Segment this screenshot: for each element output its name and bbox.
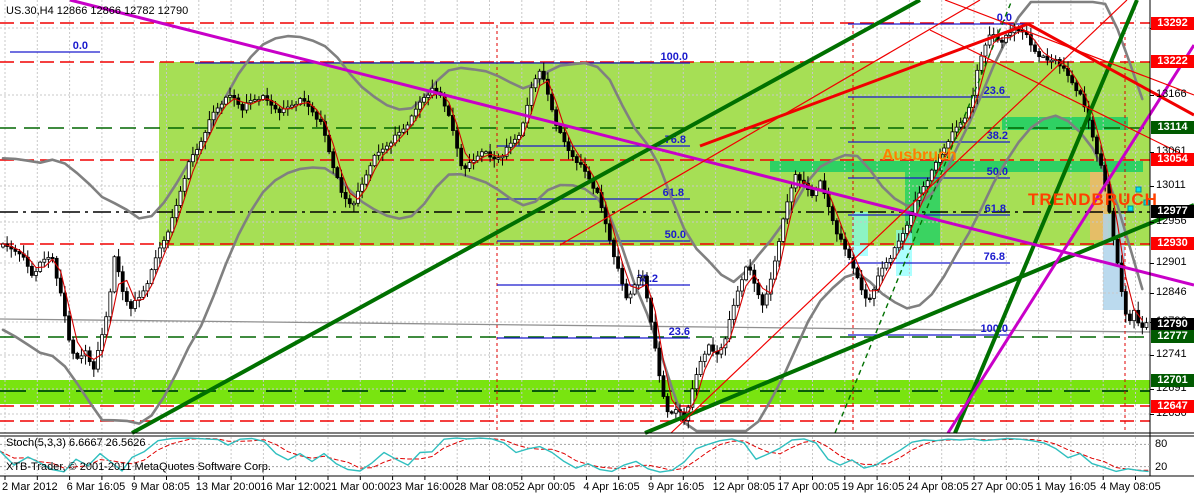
price-tick-label: 12901 <box>1156 256 1187 268</box>
candles-layer <box>1 23 1149 429</box>
time-label: 12 Apr 08:05 <box>713 481 775 493</box>
selection-handle[interactable] <box>1143 199 1150 206</box>
time-label: 19 Apr 16:05 <box>842 481 904 493</box>
time-label: 6 Mar 16:05 <box>67 481 126 493</box>
trendline-red-peak-right <box>1027 22 1194 117</box>
time-label: 28 Mar 08:05 <box>454 481 519 493</box>
time-label: 27 Apr 00:05 <box>971 481 1033 493</box>
time-label: 9 Apr 16:05 <box>648 481 704 493</box>
annotation-ausbruch: Ausbruch <box>882 147 957 164</box>
stoch-level-label: 80 <box>1155 438 1168 451</box>
time-label: 2 Apr 00:05 <box>519 481 575 493</box>
trendline-red-peak-left <box>699 22 1029 148</box>
price-tick-mark <box>1150 355 1154 356</box>
price-tick-label: 12741 <box>1156 348 1187 360</box>
fib-label-fib-left: 0.0 <box>73 40 88 52</box>
price-tick-label: 13166 <box>1156 88 1187 100</box>
price-tick-label: 12846 <box>1156 286 1187 298</box>
stoch-level-label: 20 <box>1155 460 1168 473</box>
fib-label-fib-right: 100.0 <box>980 323 1008 335</box>
time-label: 21 Mar 00:00 <box>325 481 390 493</box>
time-label: 2 Mar 2012 <box>2 481 58 493</box>
fib-label-fib-left: 50.0 <box>665 229 686 241</box>
fib-label-fib-left: 23.6 <box>669 326 690 338</box>
selection-handle[interactable] <box>1135 186 1142 193</box>
time-label: 13 Mar 20:00 <box>196 481 261 493</box>
price-tick-mark <box>1150 293 1154 294</box>
price-badge-13292: 13292 <box>1151 17 1194 30</box>
price-badge-12977: 12977 <box>1151 205 1194 218</box>
price-badge-13114: 13114 <box>1151 121 1194 134</box>
trendline-green-uptrend-main <box>131 0 921 435</box>
trendline-red-thin-descending-2 <box>944 0 1194 96</box>
time-label: 9 Mar 08:05 <box>131 481 190 493</box>
time-label: 1 May 16:05 <box>1036 481 1097 493</box>
stoch-main-line <box>0 437 1149 473</box>
time-label: 4 May 08:05 <box>1100 481 1161 493</box>
zone-cyan-box-1 <box>852 212 868 256</box>
fib-label-fib-right: 76.8 <box>984 251 1005 263</box>
symbol-title: US.30,H4 12866 12866 12782 12790 <box>6 5 189 17</box>
fib-label-fib-left: 61.8 <box>663 187 684 199</box>
trendline-red-thin-ascending-1 <box>559 0 981 246</box>
trendline-green-uptrend-steep <box>953 0 1139 434</box>
trendline-magenta-uptrend-steep <box>946 44 1194 434</box>
time-label: 24 Apr 08:05 <box>906 481 968 493</box>
time-label: 17 Apr 00:05 <box>777 481 839 493</box>
price-tick-mark <box>1150 414 1154 415</box>
ma-line <box>2 30 1143 413</box>
price-tick-mark <box>1150 263 1154 264</box>
price-tick-mark <box>1150 95 1154 96</box>
time-label: 16 Mar 12:00 <box>260 481 325 493</box>
price-badge-12930: 12930 <box>1151 237 1194 250</box>
price-tick-mark <box>1150 389 1154 390</box>
time-label: 4 Apr 16:05 <box>583 481 639 493</box>
fib-label-fib-right: 23.6 <box>984 85 1005 97</box>
trendline-magenta-downtrend <box>69 0 1194 287</box>
price-badge-12777: 12777 <box>1151 330 1194 343</box>
bollinger-lower-band <box>1 114 1144 433</box>
fib-label-fib-left: 100.0 <box>660 51 688 63</box>
platform-copyright: XTB-Trader, © 2001-2011 MetaQuotes Softw… <box>6 461 271 473</box>
annotation-trendbruch: TRENDBRUCH <box>1028 190 1158 209</box>
stochastic-indicator-label: Stoch(5,3,3) 6.6667 26.5626 <box>6 437 146 449</box>
fib-label-fib-right: 61.8 <box>985 203 1006 215</box>
trendline-green-uptrend-low <box>644 203 1194 435</box>
price-badge-13222: 13222 <box>1151 55 1194 68</box>
price-tick-mark <box>1150 222 1154 223</box>
price-badge-12790: 12790 <box>1151 318 1194 331</box>
price-badge-13054: 13054 <box>1151 153 1194 166</box>
trendline-red-thin-ascending-2 <box>670 0 1128 434</box>
price-tick-mark <box>1150 152 1154 153</box>
time-label: 23 Mar 16:00 <box>390 481 455 493</box>
price-badge-12647: 12647 <box>1151 400 1194 413</box>
price-tick-label: 13011 <box>1156 179 1186 191</box>
price-badge-12701: 12701 <box>1151 374 1194 387</box>
gray-support-line <box>0 318 1151 333</box>
zone-emerald-band-ausbruch <box>770 161 1143 172</box>
price-tick-label: 12956 <box>1156 215 1187 227</box>
trendline-green-uptrend-dashed <box>834 0 1013 434</box>
price-tick-mark <box>1150 186 1154 187</box>
selection-handle[interactable] <box>1127 205 1134 212</box>
fib-label-fib-right: 38.2 <box>987 130 1008 142</box>
